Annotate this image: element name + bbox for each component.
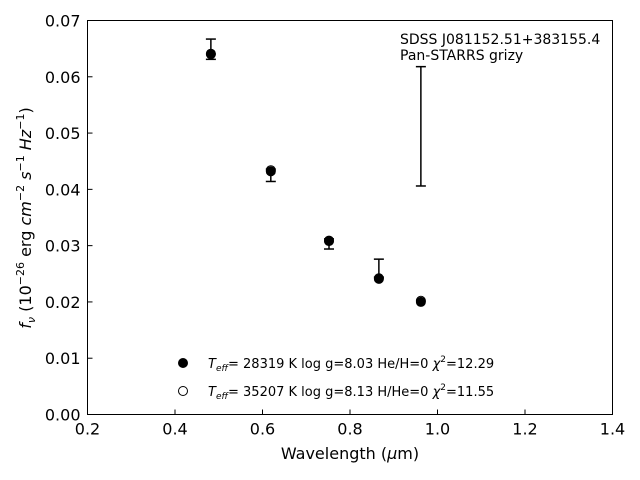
model-point-filled (265, 166, 276, 177)
legend: Teff= 28319 K log g=8.03 He/H=0 χ2=12.29… (178, 355, 494, 402)
x-tick-label: 0.8 (337, 420, 362, 439)
annotation-line-2: Pan-STARRS grizy (400, 48, 523, 64)
annotation-line-1: SDSS J081152.51+383155.4 (400, 32, 600, 48)
y-tick-label: 0.03 (45, 237, 81, 256)
x-tick-label: 0.6 (250, 420, 275, 439)
model-point-filled (373, 273, 384, 284)
y-tick-label: 0.04 (45, 180, 81, 199)
model-point-filled (415, 296, 426, 307)
x-tick-label: 0.2 (75, 420, 100, 439)
model-point-filled (205, 49, 216, 60)
x-axis-title: Wavelength (μm) (281, 444, 419, 463)
legend-marker-open (178, 386, 188, 396)
axis-ticks: 0.2 0.4 0.6 0.8 1.0 1.2 1.4 0.00 0.01 0.02 0.03 0.0… (45, 12, 625, 439)
y-tick-label: 0.05 (45, 124, 81, 143)
plot-frame (87, 20, 613, 415)
legend-marker-filled (178, 358, 188, 368)
y-axis-title: fν (10−26 erg cm−2 s−1 Hz−1) (14, 107, 38, 328)
model-point-filled (324, 236, 334, 247)
y-tick-label: 0.06 (45, 68, 81, 87)
x-tick-label: 1.2 (512, 420, 537, 439)
legend-label-1: Teff= 28319 K log g=8.03 He/H=0 χ2=12.29 (208, 355, 494, 374)
legend-label-2: Teff= 35207 K log g=8.13 H/He=0 χ2=11.55 (208, 383, 494, 402)
plot-marks (205, 38, 426, 307)
y-tick-label: 0.02 (45, 293, 81, 312)
y-tick-label: 0.00 (45, 406, 81, 425)
x-tick-label: 1.0 (425, 420, 450, 439)
x-tick-label: 0.4 (162, 420, 187, 439)
y-tick-label: 0.01 (45, 349, 81, 368)
x-tick-label: 1.4 (600, 420, 625, 439)
y-tick-label: 0.07 (45, 12, 81, 31)
